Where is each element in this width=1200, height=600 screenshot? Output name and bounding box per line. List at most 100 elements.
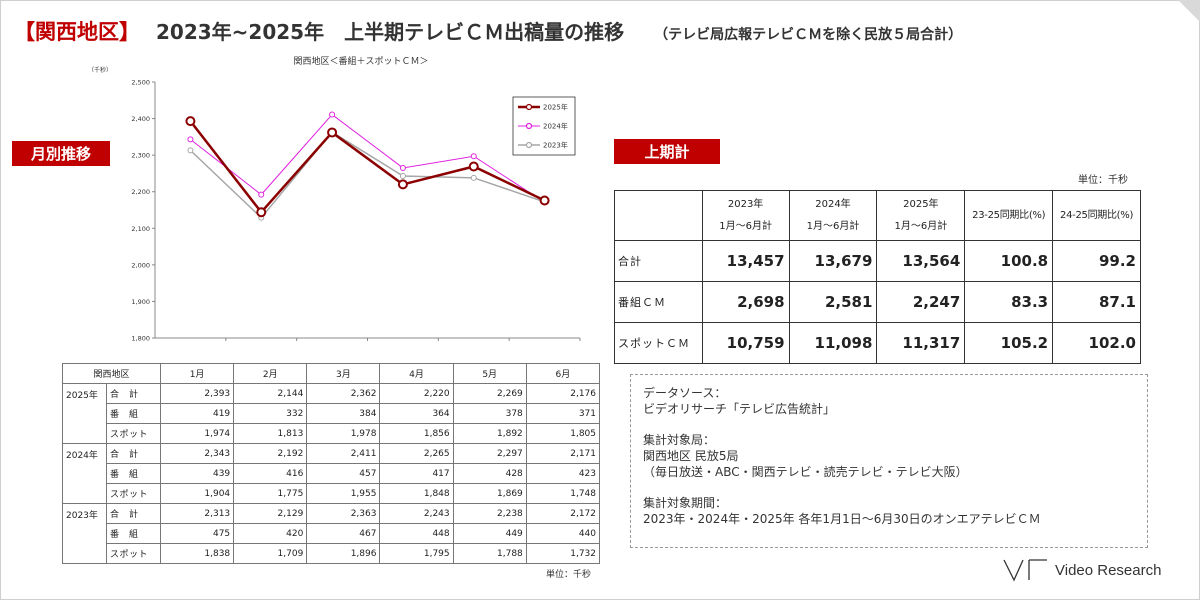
value-cell: 364 — [379, 403, 454, 424]
value-cell: 1,813 — [233, 423, 308, 444]
half-header-2023: 2023年 1月～6月計 — [701, 190, 790, 241]
month-header: 5月 — [452, 363, 527, 384]
half-table-unit: 単位：千秒 — [1078, 175, 1128, 186]
value-cell: 2,265 — [379, 443, 454, 464]
title-subtitle: （テレビ局広報テレビＣＭを除く民放５局合計） — [654, 27, 963, 43]
kind-cell: 合 計 — [106, 503, 161, 524]
value-cell: 105.2 — [964, 322, 1054, 364]
data-point — [470, 153, 477, 160]
value-cell: 467 — [306, 523, 381, 544]
value-cell: 419 — [159, 403, 235, 424]
data-source-box: データソース： ビデオリサーチ「テレビ広告統計」 集計対象局： 関西地区 民放5… — [630, 374, 1148, 548]
value-cell: 1,978 — [306, 423, 381, 444]
row-label: スポットＣＭ — [614, 322, 703, 364]
table-row: 2023年合 計 2,313 2,129 2,363 2,243 2,238 2,172 — [62, 503, 601, 564]
page-title: 【関西地区】 2023年~2025年 上半期テレビＣＭ出稿量の推移 （テレビ局広… — [14, 16, 962, 50]
half-year-table: 2023年 1月～6月計 2024年 1月～6月計 2025年 1月～6月計 23-2… — [614, 190, 1141, 364]
chart-title: 関西地区＜番組＋スポットＣＭ＞ — [293, 55, 428, 67]
chart-legend: 2025年 2024年 2023年 — [512, 96, 576, 156]
period-label: 集計対象期間： — [643, 496, 728, 510]
month-header: 6月 — [525, 363, 601, 384]
value-cell: 102.0 — [1052, 322, 1141, 364]
value-cell: 420 — [233, 523, 308, 544]
value-cell: 423 — [525, 463, 601, 484]
value-cell: 1,904 — [159, 483, 235, 504]
value-cell: 2,238 — [452, 503, 527, 524]
data-point — [258, 191, 265, 198]
value-cell: 2,362 — [306, 383, 381, 404]
period-value: 2023年・2024年・2025年 各年1月1日～6月30日のオンエアテレビＣＭ — [643, 512, 1041, 526]
stations-detail: （毎日放送・ABC・関西テレビ・読売テレビ・テレビ大阪） — [643, 465, 968, 479]
half-header-2024: 2024年 1月～6月計 — [788, 190, 878, 241]
value-cell: 2,313 — [159, 503, 235, 524]
series-line-2025年 — [189, 120, 546, 215]
value-cell: 2,176 — [525, 383, 601, 404]
kind-cell: 番 組 — [106, 523, 161, 544]
kind-cell: スポット — [106, 483, 161, 504]
year-cell: 2023年 — [62, 503, 107, 564]
value-cell: 1,856 — [379, 423, 454, 444]
source-block: データソース： ビデオリサーチ「テレビ広告統計」 — [643, 385, 1135, 417]
stations-value: 関西地区 民放5局 — [643, 449, 739, 463]
legend-marker — [525, 141, 533, 149]
value-cell: 1,805 — [525, 423, 601, 444]
value-cell: 2,243 — [379, 503, 454, 524]
value-cell: 1,892 — [452, 423, 527, 444]
value-cell: 439 — [159, 463, 235, 484]
table-row: 2025年合 計 2,393 2,144 2,362 2,220 2,269 2,176 — [62, 383, 601, 444]
value-cell: 11,098 — [788, 322, 878, 364]
data-point — [187, 147, 194, 154]
y-tick-label: 2,100 — [131, 225, 150, 233]
half-header-2025: 2025年 1月～6月計 — [876, 190, 966, 241]
value-cell: 83.3 — [964, 281, 1054, 323]
y-tick-label: 2,200 — [131, 188, 150, 196]
y-tick-label: 2,400 — [131, 115, 150, 123]
value-cell: 1,974 — [159, 423, 235, 444]
value-cell: 1,795 — [379, 543, 454, 564]
stations-block: 集計対象局： 関西地区 民放5局 （毎日放送・ABC・関西テレビ・読売テレビ・テ… — [643, 432, 1135, 480]
data-point — [399, 172, 406, 179]
kind-cell: 合 計 — [106, 443, 161, 464]
period-block: 集計対象期間： 2023年・2024年・2025年 各年1月1日～6月30日のオ… — [643, 495, 1135, 527]
value-cell: 384 — [306, 403, 381, 424]
title-text: 2023年~2025年 上半期テレビＣＭ出稿量の推移 — [156, 20, 625, 44]
value-cell: 457 — [306, 463, 381, 484]
value-cell: 2,220 — [379, 383, 454, 404]
year-cell: 2024年 — [62, 443, 107, 504]
value-cell: 1,732 — [525, 543, 601, 564]
value-cell: 2,269 — [452, 383, 527, 404]
value-cell: 11,317 — [876, 322, 966, 364]
source-value: ビデオリサーチ「テレビ広告統計」 — [643, 402, 836, 416]
y-tick-label: 2,500 — [131, 79, 150, 87]
value-cell: 2,581 — [788, 281, 878, 323]
data-point — [397, 179, 408, 190]
kind-cell: スポット — [106, 543, 161, 564]
table-row: 番 組 475 420 467 448 449 440 — [63, 523, 601, 544]
half-header-ratio-24-25: 24-25同期比(%) — [1052, 190, 1141, 241]
source-label: データソース： — [643, 386, 727, 400]
data-point — [187, 136, 194, 143]
table-row: スポット 1,904 1,775 1,955 1,848 1,869 1,748 — [63, 483, 601, 504]
series-line-2024年 — [190, 113, 545, 203]
line-chart: 関西地区＜番組＋スポットＣＭ＞ （千秒） 1,800 1,900 2,000 2,10… — [88, 55, 581, 343]
value-cell: 428 — [452, 463, 527, 484]
value-cell: 13,679 — [788, 240, 878, 282]
value-cell: 440 — [525, 523, 601, 544]
month-header: 2月 — [233, 363, 308, 384]
logo-text: Video Research — [1055, 561, 1162, 579]
data-point — [256, 207, 267, 218]
kind-cell: 番 組 — [106, 463, 161, 484]
kind-cell: 合 計 — [106, 383, 161, 404]
value-cell: 416 — [233, 463, 308, 484]
value-cell: 378 — [452, 403, 527, 424]
value-cell: 2,297 — [452, 443, 527, 464]
page-corner-fold — [1178, 0, 1200, 22]
table-row: 番組ＣＭ 2,698 2,581 2,247 83.3 87.1 — [614, 281, 1141, 323]
value-cell: 1,838 — [159, 543, 235, 564]
kind-cell: スポット — [106, 423, 161, 444]
value-cell: 1,869 — [452, 483, 527, 504]
value-cell: 13,564 — [876, 240, 966, 282]
video-research-logo: Video Research — [1003, 557, 1161, 583]
plot-area: 1,800 1,900 2,000 2,100 2,200 2,300 2,400 2,500 — [131, 79, 581, 343]
data-point — [327, 127, 338, 138]
